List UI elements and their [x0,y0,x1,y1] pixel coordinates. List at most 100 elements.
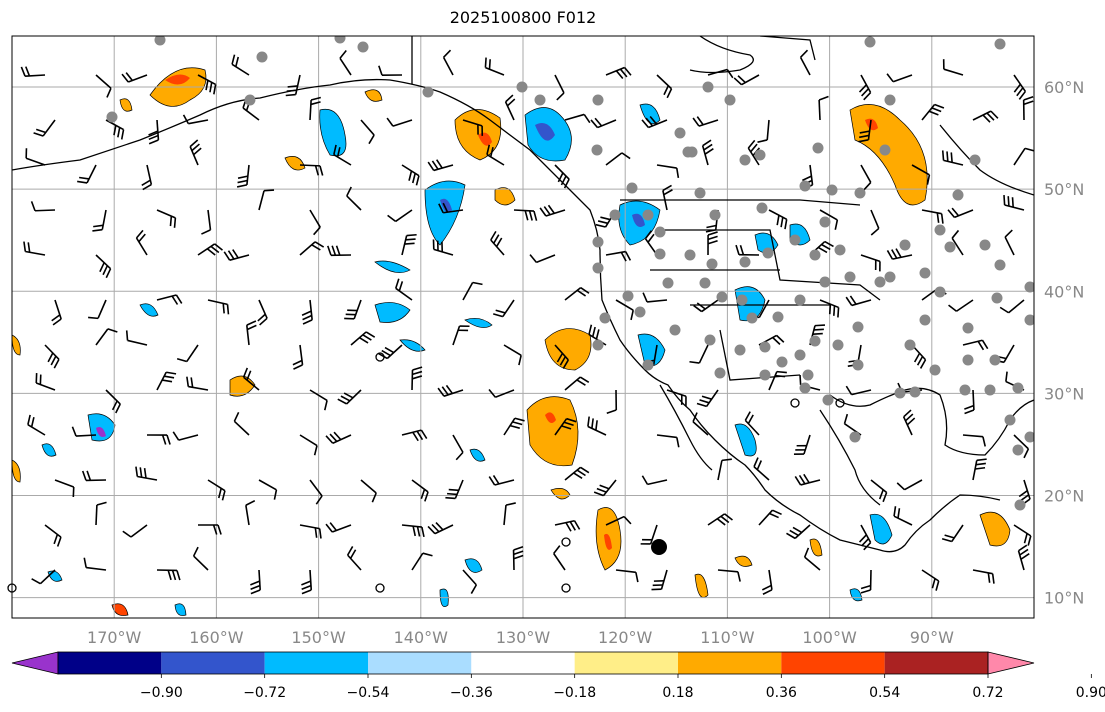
wind-barb [346,186,362,211]
wind-barb [197,243,223,256]
station-dot [832,339,844,351]
wind-barb [88,299,107,320]
wind-barb [860,569,872,594]
wind-barb [605,152,631,166]
station-dot [864,36,876,48]
station-dot [422,86,434,98]
wind-barb [744,411,760,436]
wind-barb [692,412,709,436]
wind-barb [1013,524,1032,546]
station-dot [759,341,771,353]
wind-barb [20,66,46,78]
wind-barb [44,524,62,547]
wind-barb [192,546,209,571]
lat-tick-label: 20°N [1044,486,1084,505]
station-dot [809,335,821,347]
wind-barb [554,164,570,189]
wind-barb [554,74,565,101]
wind-barb [148,119,160,145]
wind-barb [201,209,212,235]
station-dot [1014,499,1026,511]
wind-barb [236,164,250,188]
station-dot [106,111,118,123]
station-dot [609,209,621,221]
wind-barb [346,546,362,571]
wind-barb [411,552,433,571]
wind-barb [1004,229,1015,256]
wind-barb [942,59,964,76]
station-dot [979,239,991,251]
station-dot [1024,431,1034,443]
wind-barb [503,417,525,436]
wind-barb [378,65,403,76]
station-dot [662,277,674,289]
wind-barb [462,569,478,594]
wind-barb [921,569,940,591]
station-dot [994,259,1006,271]
station-dot [929,364,941,376]
wind-barb [121,72,148,83]
wind-barb [77,164,97,184]
station-dot [919,314,931,326]
wind-barb [432,239,454,256]
wind-barb [299,241,325,256]
wind-barb [207,479,226,501]
colorbar-tick-label: −0.36 [450,685,493,701]
station-dot [919,267,931,279]
wind-barb [707,513,733,526]
wind-barb [818,95,829,121]
station-dot [989,354,1001,366]
wind-barb [902,409,916,436]
wind-barb [651,569,668,591]
lat-tick-label: 10°N [1044,589,1084,608]
wind-barb [105,119,125,140]
wind-barb [186,376,209,391]
wind-barb [656,164,680,179]
wind-barb [156,209,177,228]
station-dot [682,146,694,158]
wind-barb [911,164,931,185]
wind-barb [962,339,989,351]
wind-barb [717,458,732,481]
colorbar: −0.90 −0.72 −0.54 −0.36 −0.18 0.18 0.36 0.54 0.7… [11,651,1105,701]
station-dot [622,290,634,302]
wind-barb [122,524,148,538]
station-dot [799,180,811,192]
station-dot [899,239,911,251]
wind-barb [593,479,617,497]
wind-barb [95,74,112,98]
station-dot [674,127,686,139]
station-dot [844,271,856,283]
station-dot [669,324,681,336]
station-dot [904,339,916,351]
wind-barb [564,466,590,481]
station-dot [894,387,906,399]
station-dot [934,286,946,298]
station-dot [736,294,748,306]
wind-barb [753,457,770,481]
station-dot [739,154,751,166]
station-dot [716,291,728,303]
lon-tick-label: 90°W [910,628,954,647]
station-dot [994,38,1006,50]
wind-barb [333,144,352,166]
station-dot [516,81,528,93]
wind-barb [197,74,217,95]
wind-barb [641,475,668,486]
station-dot [794,349,806,361]
station-dot [756,202,768,214]
wind-barb [95,254,112,279]
station-dot [256,51,268,63]
station-dot [714,367,726,379]
station-dot [634,306,646,318]
colorbar-extend-high [987,651,1035,675]
wind-barb [141,164,153,191]
wind-barb [513,209,538,221]
station-dot [852,359,864,371]
wind-barb [819,299,840,318]
wind-barb [870,479,888,503]
wind-barb [378,344,403,360]
wind-barb [387,209,413,223]
map-frame [11,35,1035,619]
wind-barb [51,299,62,326]
